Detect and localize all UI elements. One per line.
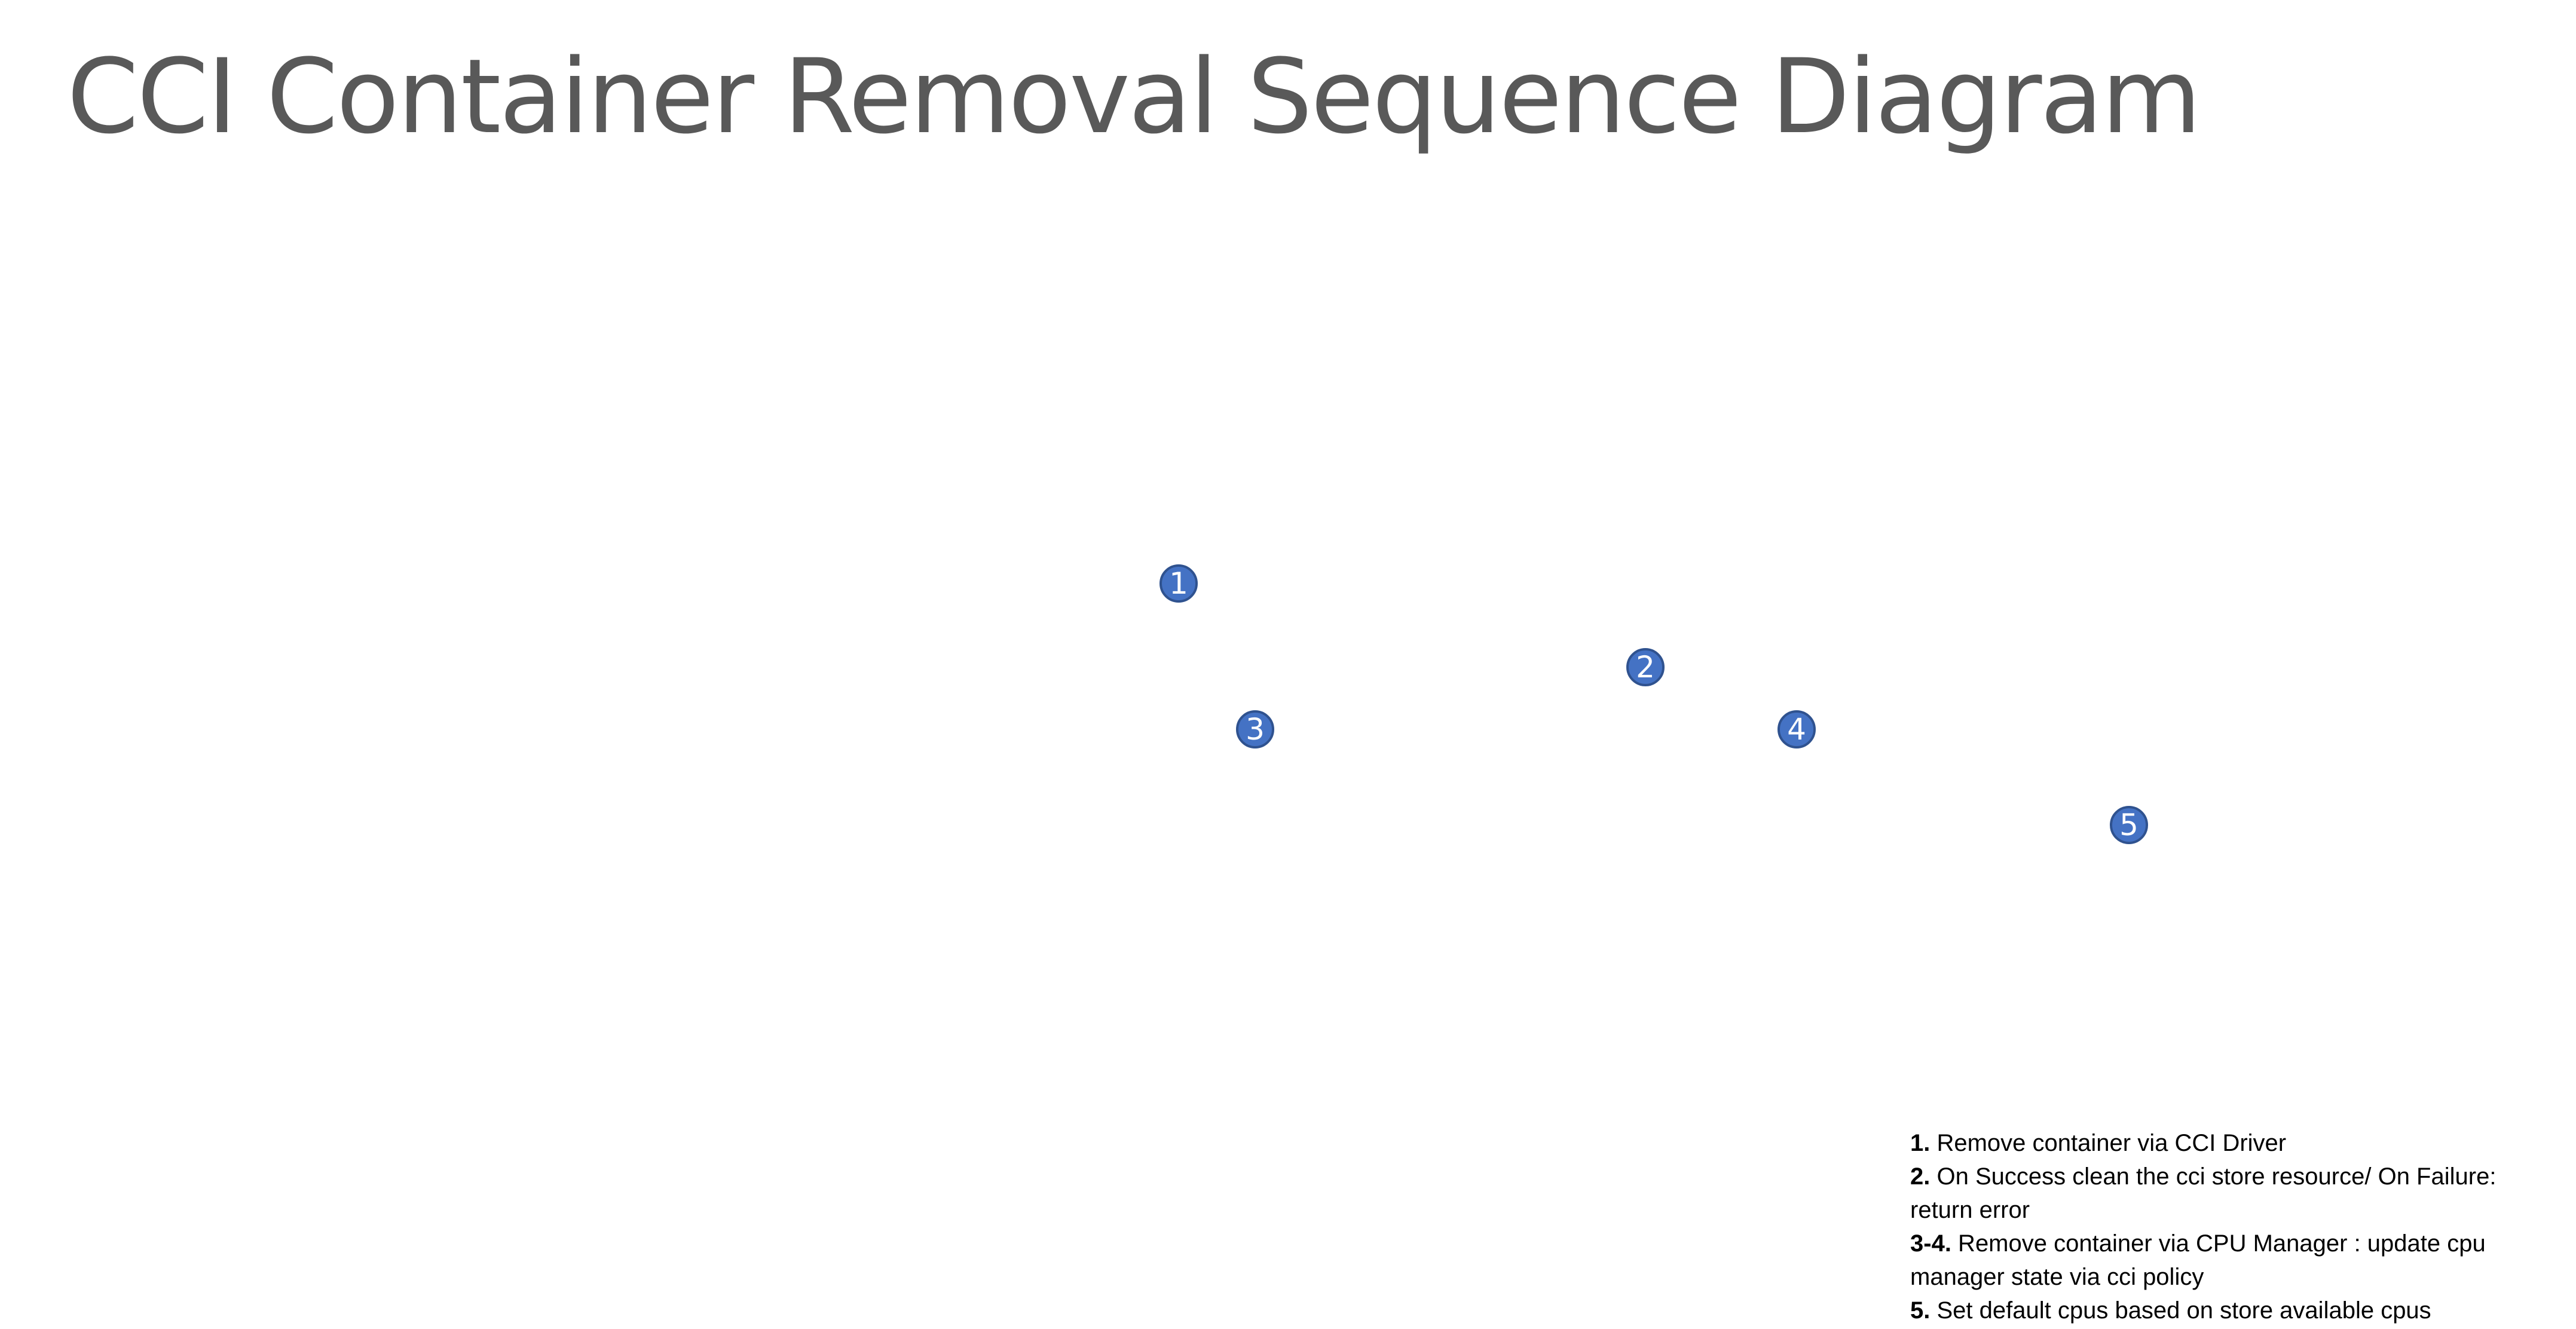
step-marker-3: 3 xyxy=(1236,710,1274,748)
legend-number: 5. xyxy=(1910,1297,1931,1324)
legend-number: 1. xyxy=(1910,1130,1931,1156)
legend-item-2: 2. On Success clean the cci store resour… xyxy=(1910,1160,2562,1227)
legend-text: Set default cpus based on store availabl… xyxy=(1930,1297,2431,1324)
step-marker-4: 4 xyxy=(1777,710,1816,748)
step-marker-1: 1 xyxy=(1159,564,1198,603)
legend-item-3-4: 3-4. Remove container via CPU Manager : … xyxy=(1910,1227,2562,1294)
legend-number: 3-4. xyxy=(1910,1230,1951,1257)
step-marker-2: 2 xyxy=(1626,648,1665,686)
step-legend: 1. Remove container via CCI Driver 2. On… xyxy=(1910,1126,2562,1327)
legend-number: 2. xyxy=(1910,1163,1931,1190)
legend-item-1: 1. Remove container via CCI Driver xyxy=(1910,1126,2562,1160)
legend-text: On Success clean the cci store resource/… xyxy=(1910,1163,2497,1223)
legend-text: Remove container via CCI Driver xyxy=(1930,1130,2287,1156)
step-marker-5: 5 xyxy=(2110,806,2148,844)
legend-text: Remove container via CPU Manager : updat… xyxy=(1910,1230,2486,1290)
legend-item-5: 5. Set default cpus based on store avail… xyxy=(1910,1294,2562,1327)
page-title: CCI Container Removal Sequence Diagram xyxy=(67,36,2201,157)
